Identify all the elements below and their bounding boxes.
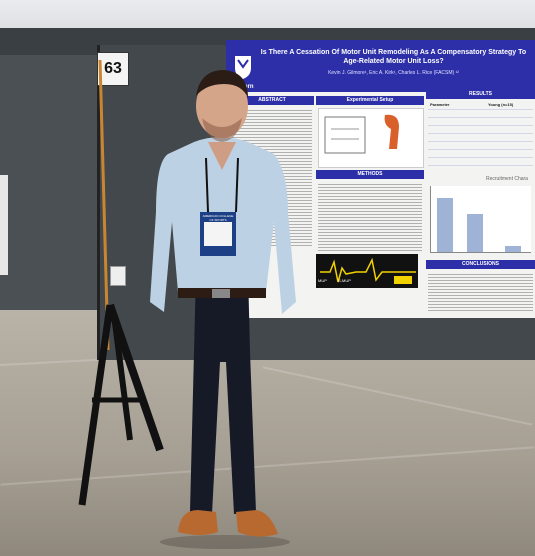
results-table: Parameter Young (n=15) [428,102,533,172]
recruitment-bar-chart [430,186,531,253]
emg-waveform-icon [320,257,416,284]
table-header-young: Young (n=15) [488,102,514,107]
table-header-parameter: Parameter [430,102,450,107]
name-badge-header: AMERICAN COLLEGE OF SPORTS MEDICINE [202,214,234,222]
setup-diagram [318,108,424,168]
easel-stand [78,60,164,506]
paper-cup [110,266,126,286]
section-methods: METHODS [316,170,424,179]
poster-authors: Kevin J. Gilmore¹, Eric A. Kirk¹, Charle… [328,70,459,76]
chart-bar [467,214,483,252]
recruitment-chart-title: Recruitment Chara [486,176,528,182]
methods-text-block [318,182,422,252]
arm-diagram-icon [324,114,399,154]
conclusions-text-block [428,272,533,312]
poster-header: Is There A Cessation Of Motor Unit Remod… [226,40,535,92]
floor-shadow [160,535,290,549]
adjacent-poster-edge [0,175,8,275]
poster-board-left [0,55,103,310]
chart-bar [505,246,521,252]
section-setup: Experimental Setup [316,96,424,105]
board-number: 63 [97,52,129,86]
emg-label-1: MUP [318,278,327,283]
presenter-person [150,70,296,537]
chart-bar [437,198,453,252]
emg-trace-panel [316,254,418,288]
university-crest-icon [235,56,251,79]
emg-label-2: S-MUP [338,278,351,283]
section-results: RESULTS [426,90,535,99]
research-poster: Is There A Cessation Of Motor Unit Remod… [226,40,535,318]
poster-title: Is There A Cessation Of Motor Unit Remod… [260,49,527,65]
section-conclusions: CONCLUSIONS [426,260,535,269]
section-abstract: ABSTRACT [230,96,314,105]
